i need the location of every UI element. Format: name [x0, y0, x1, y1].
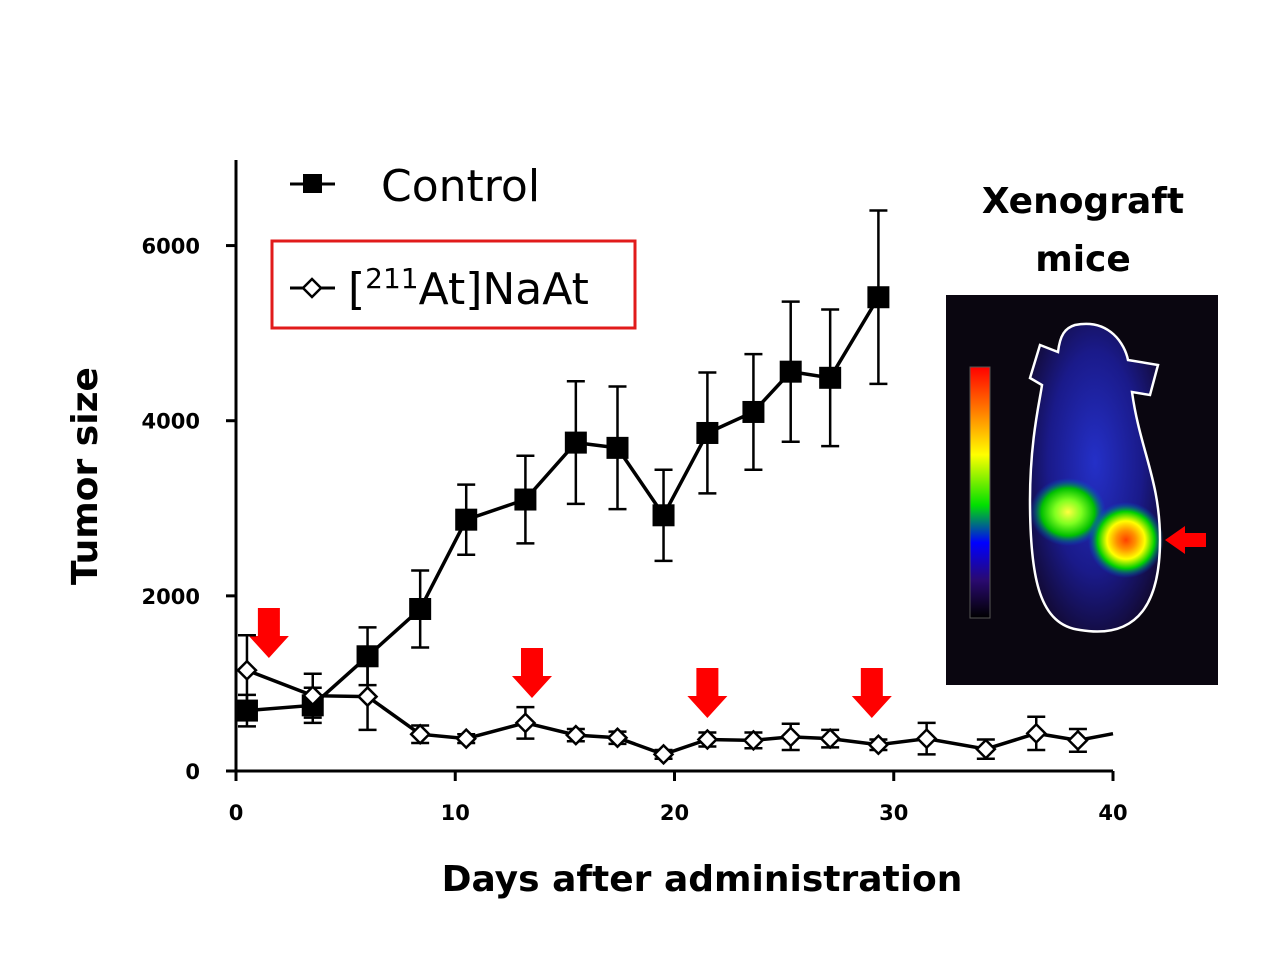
data-point — [565, 724, 587, 746]
data-point — [652, 743, 675, 766]
data-point — [975, 738, 997, 760]
data-point — [742, 400, 765, 423]
mouse-body-glow — [1030, 323, 1160, 632]
data-point — [356, 685, 379, 708]
legend-treated-label-post: At]NaAt — [419, 264, 589, 315]
data-point — [867, 286, 890, 309]
data-point — [819, 727, 841, 750]
dose-arrows — [248, 608, 892, 718]
x-tick-label: 0 — [229, 801, 244, 825]
legend-treated-marker — [301, 277, 323, 299]
dose-arrow — [851, 668, 892, 718]
data-point — [409, 723, 431, 745]
data-point — [819, 366, 842, 389]
inset-colorbar — [969, 366, 991, 619]
data-point — [1025, 722, 1048, 745]
legend-highlight-box — [270, 239, 637, 330]
legend-entry-treated: [211At]NaAt — [290, 262, 589, 315]
mouse-outline — [1028, 322, 1162, 633]
data-point — [779, 726, 802, 748]
x-axis-title: Days after administration — [442, 859, 963, 900]
dose-arrow — [687, 668, 728, 718]
x-tick-label: 40 — [1098, 801, 1127, 825]
y-axis-title: Tumor size — [65, 367, 106, 585]
data-point — [1067, 729, 1089, 752]
legend-control-label: Control — [381, 161, 540, 212]
data-point — [779, 360, 802, 383]
hotspot-tumor — [1088, 502, 1164, 578]
inset-tumor-arrow — [1165, 526, 1206, 554]
data-point — [236, 659, 258, 682]
dose-arrow — [248, 608, 289, 658]
data-point — [867, 733, 890, 756]
x-tick-label: 30 — [879, 801, 908, 825]
y-ticks: 0 2000 4000 6000 — [142, 235, 236, 784]
series-treated — [236, 634, 1114, 766]
data-point — [455, 508, 478, 531]
data-point — [514, 488, 537, 511]
inset-title-line2: mice — [1035, 239, 1131, 280]
y-tick-label: 6000 — [142, 235, 200, 259]
data-point — [514, 712, 537, 734]
data-point — [301, 684, 324, 707]
series-layer — [235, 209, 1114, 766]
data-point — [652, 504, 675, 527]
legend-control-marker — [303, 174, 322, 193]
data-point — [696, 421, 719, 444]
legend-treated-label: [211At]NaAt — [348, 262, 589, 315]
inset-title-line1: Xenograft — [982, 181, 1184, 222]
data-point — [455, 727, 477, 750]
x-ticks: 0 10 20 30 40 — [229, 771, 1128, 825]
data-point — [356, 645, 379, 668]
y-tick-label: 2000 — [142, 585, 200, 609]
data-point — [564, 431, 587, 454]
data-point — [742, 729, 765, 752]
data-point — [915, 727, 938, 750]
data-point — [606, 436, 629, 459]
data-point — [409, 597, 432, 620]
series-line — [246, 296, 880, 713]
hotspot-left — [1030, 478, 1106, 546]
legend: Control [211At]NaAt — [270, 161, 637, 330]
y-tick-label: 0 — [185, 760, 200, 784]
x-tick-label: 20 — [660, 801, 689, 825]
legend-entry-control: Control — [290, 161, 540, 212]
data-point — [696, 728, 719, 751]
legend-treated-label-sup: 211 — [365, 262, 418, 295]
y-tick-label: 4000 — [142, 410, 200, 434]
legend-treated-label-pre: [ — [348, 264, 365, 315]
inset-panel: Xenograft mice — [946, 181, 1218, 685]
dose-arrow — [511, 648, 552, 698]
data-point — [606, 726, 629, 749]
x-tick-label: 10 — [441, 801, 470, 825]
